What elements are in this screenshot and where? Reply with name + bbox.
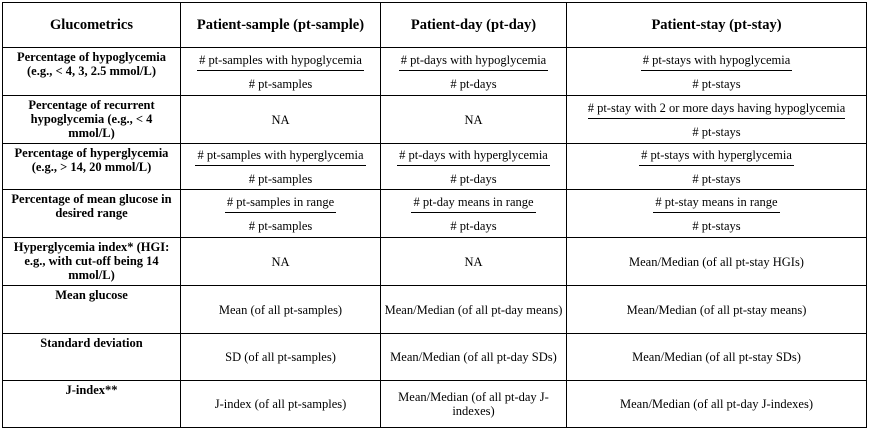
row-label: Percentage of hyperglycemia (e.g., > 14,…	[2, 143, 181, 190]
fraction: # pt-samples in range # pt-samples	[224, 195, 337, 233]
numerator: # pt-stay with 2 or more days having hyp…	[587, 101, 846, 119]
numerator: # pt-day means in range	[411, 195, 536, 213]
numerator: # pt-samples with hyperglycemia	[195, 148, 366, 166]
denominator: # pt-stays	[692, 171, 741, 186]
header-patient-day: Patient-day (pt-day)	[380, 2, 567, 48]
row-label: J-index**	[2, 380, 181, 428]
fraction: # pt-stays with hypoglycemia # pt-stays	[640, 53, 793, 91]
fraction: # pt-stays with hyperglycemia # pt-stays	[639, 148, 794, 186]
numerator: # pt-stay means in range	[653, 195, 780, 213]
row-label: Percentage of hypoglycemia (e.g., < 4, 3…	[2, 47, 181, 96]
denominator: # pt-days	[450, 76, 497, 91]
denominator: # pt-samples	[248, 218, 313, 233]
numerator: # pt-stays with hypoglycemia	[640, 53, 793, 71]
na-cell: NA	[380, 95, 567, 144]
denominator: # pt-stays	[692, 218, 741, 233]
fraction: # pt-samples with hypoglycemia # pt-sampl…	[197, 53, 364, 91]
value-cell: Mean/Median (of all pt-day SDs)	[380, 333, 567, 381]
fraction: # pt-days with hyperglycemia # pt-days	[397, 148, 550, 186]
value-cell: Mean (of all pt-samples)	[180, 285, 381, 334]
table-row: Percentage of mean glucose in desired ra…	[2, 189, 867, 238]
row-label: Mean glucose	[2, 285, 181, 334]
value-cell: Mean/Median (of all pt-stay means)	[566, 285, 867, 334]
fraction: # pt-samples with hyperglycemia # pt-samp…	[195, 148, 366, 186]
value-cell: Mean/Median (of all pt-day means)	[380, 285, 567, 334]
denominator: # pt-samples	[248, 171, 313, 186]
row-label: Percentage of mean glucose in desired ra…	[2, 189, 181, 238]
row-label: Hyperglycemia index* (HGI: e.g., with cu…	[2, 237, 181, 286]
fraction: # pt-stay means in range # pt-stays	[653, 195, 780, 233]
row-label: Percentage of recurrent hypoglycemia (e.…	[2, 95, 181, 144]
header-row: Glucometrics Patient-sample (pt-sample) …	[2, 2, 867, 48]
value-cell: Mean/Median (of all pt-day J-indexes)	[566, 380, 867, 428]
value-cell: SD (of all pt-samples)	[180, 333, 381, 381]
value-cell: Mean/Median (of all pt-day J-indexes)	[380, 380, 567, 428]
row-label: Standard deviation	[2, 333, 181, 381]
denominator: # pt-stays	[692, 76, 741, 91]
na-cell: NA	[180, 95, 381, 144]
fraction: # pt-stay with 2 or more days having hyp…	[587, 101, 846, 139]
na-cell: NA	[380, 237, 567, 286]
header-patient-sample: Patient-sample (pt-sample)	[180, 2, 381, 48]
table-row: Percentage of hypoglycemia (e.g., < 4, 3…	[2, 47, 867, 96]
table-row: Standard deviation SD (of all pt-samples…	[2, 333, 867, 381]
table-row: J-index** J-index (of all pt-samples) Me…	[2, 380, 867, 428]
table-row: Hyperglycemia index* (HGI: e.g., with cu…	[2, 237, 867, 286]
value-cell: Mean/Median (of all pt-stay HGIs)	[566, 237, 867, 286]
numerator: # pt-days with hypoglycemia	[398, 53, 549, 71]
denominator: # pt-days	[450, 218, 497, 233]
value-cell: Mean/Median (of all pt-stay SDs)	[566, 333, 867, 381]
numerator: # pt-samples with hypoglycemia	[197, 53, 364, 71]
header-patient-stay: Patient-stay (pt-stay)	[566, 2, 867, 48]
table-row: Mean glucose Mean (of all pt-samples) Me…	[2, 285, 867, 334]
table-row: Percentage of hyperglycemia (e.g., > 14,…	[2, 143, 867, 190]
na-cell: NA	[180, 237, 381, 286]
header-glucometrics: Glucometrics	[2, 2, 181, 48]
denominator: # pt-stays	[692, 124, 741, 139]
value-cell: J-index (of all pt-samples)	[180, 380, 381, 428]
fraction: # pt-days with hypoglycemia # pt-days	[398, 53, 549, 91]
denominator: # pt-days	[450, 171, 497, 186]
numerator: # pt-days with hyperglycemia	[397, 148, 550, 166]
table-row: Percentage of recurrent hypoglycemia (e.…	[2, 95, 867, 144]
denominator: # pt-samples	[248, 76, 313, 91]
numerator: # pt-samples in range	[224, 195, 337, 213]
fraction: # pt-day means in range # pt-days	[411, 195, 536, 233]
numerator: # pt-stays with hyperglycemia	[639, 148, 794, 166]
